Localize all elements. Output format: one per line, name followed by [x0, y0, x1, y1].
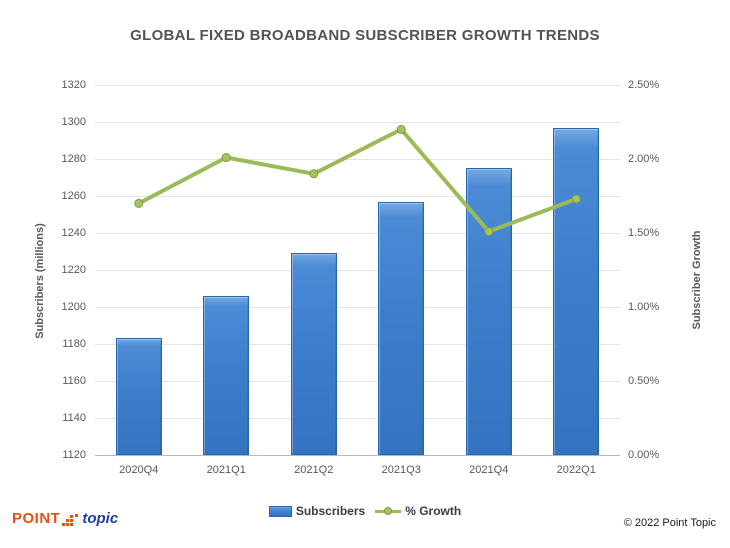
gridline [95, 455, 620, 456]
y-axis-tick-right: 1.50% [628, 227, 660, 239]
gridline [95, 307, 620, 308]
gridline [95, 196, 620, 197]
bar-2021Q1 [203, 295, 250, 455]
logo-squares-icon [62, 514, 79, 526]
bar-2021Q2 [290, 253, 337, 455]
logo-point-text: POINT [12, 510, 61, 527]
bar-2021Q3 [378, 201, 425, 455]
chart-title: GLOBAL FIXED BROADBAND SUBSCRIBER GROWTH… [130, 27, 600, 44]
line-marker [571, 194, 581, 204]
line-marker [396, 124, 406, 134]
y-axis-tick-left: 1220 [61, 264, 86, 276]
y-axis-tick-left: 1200 [61, 301, 86, 313]
y-axis-tick-right: 0.50% [628, 375, 660, 387]
gridline [95, 159, 620, 160]
x-axis-tick: 2020Q4 [119, 464, 159, 476]
line-marker [134, 198, 144, 208]
y-axis-tick-left: 1160 [62, 375, 86, 387]
bar-2022Q1 [553, 127, 600, 455]
legend-label: % Growth [405, 504, 462, 518]
y-axis-tick-left: 1240 [61, 227, 86, 239]
legend: Subscribers % Growth [0, 504, 730, 518]
bar-2020Q4 [115, 338, 162, 455]
copyright-text: © 2022 Point Topic [623, 517, 716, 529]
y-axis-tick-left: 1140 [62, 412, 86, 424]
right-axis-title: Subscriber Growth [691, 230, 703, 330]
y-axis-tick-left: 1120 [62, 449, 86, 461]
y-axis-tick-right: 2.50% [628, 79, 660, 91]
legend-item-growth: % Growth [375, 504, 461, 518]
logo-topic-text: topic [82, 510, 119, 527]
y-axis-tick-right: 0.00% [628, 449, 660, 461]
line-series-swatch-icon [375, 507, 402, 515]
bar-series-swatch-icon [268, 505, 292, 517]
line-marker [309, 169, 319, 179]
point-topic-logo: POINT topic [12, 510, 118, 528]
gridline [95, 418, 620, 419]
plot-area [95, 85, 620, 456]
gridline [95, 122, 620, 123]
gridline [95, 344, 620, 345]
y-axis-tick-right: 2.00% [628, 153, 660, 165]
y-axis-tick-left: 1320 [61, 79, 86, 91]
line-marker [484, 227, 494, 237]
legend-item-subscribers: Subscribers [268, 504, 366, 518]
y-axis-tick-left: 1180 [62, 338, 86, 350]
legend-label: Subscribers [295, 504, 366, 518]
x-axis-tick: 2021Q2 [294, 464, 334, 476]
x-axis-tick: 2021Q1 [206, 464, 246, 476]
gridline [95, 233, 620, 234]
y-axis-tick-left: 1300 [61, 116, 86, 128]
left-axis-title: Subscribers (millions) [34, 223, 46, 339]
growth-line [134, 124, 581, 237]
x-axis-tick: 2022Q1 [556, 464, 596, 476]
x-axis-tick: 2021Q3 [381, 464, 421, 476]
gridline [95, 381, 620, 382]
gridline [95, 270, 620, 271]
x-axis-tick: 2021Q4 [469, 464, 509, 476]
line-marker [221, 153, 231, 163]
y-axis-tick-right: 1.00% [628, 301, 660, 313]
y-axis-tick-left: 1280 [61, 153, 86, 165]
y-axis-tick-left: 1260 [61, 190, 86, 202]
gridline [95, 85, 620, 86]
